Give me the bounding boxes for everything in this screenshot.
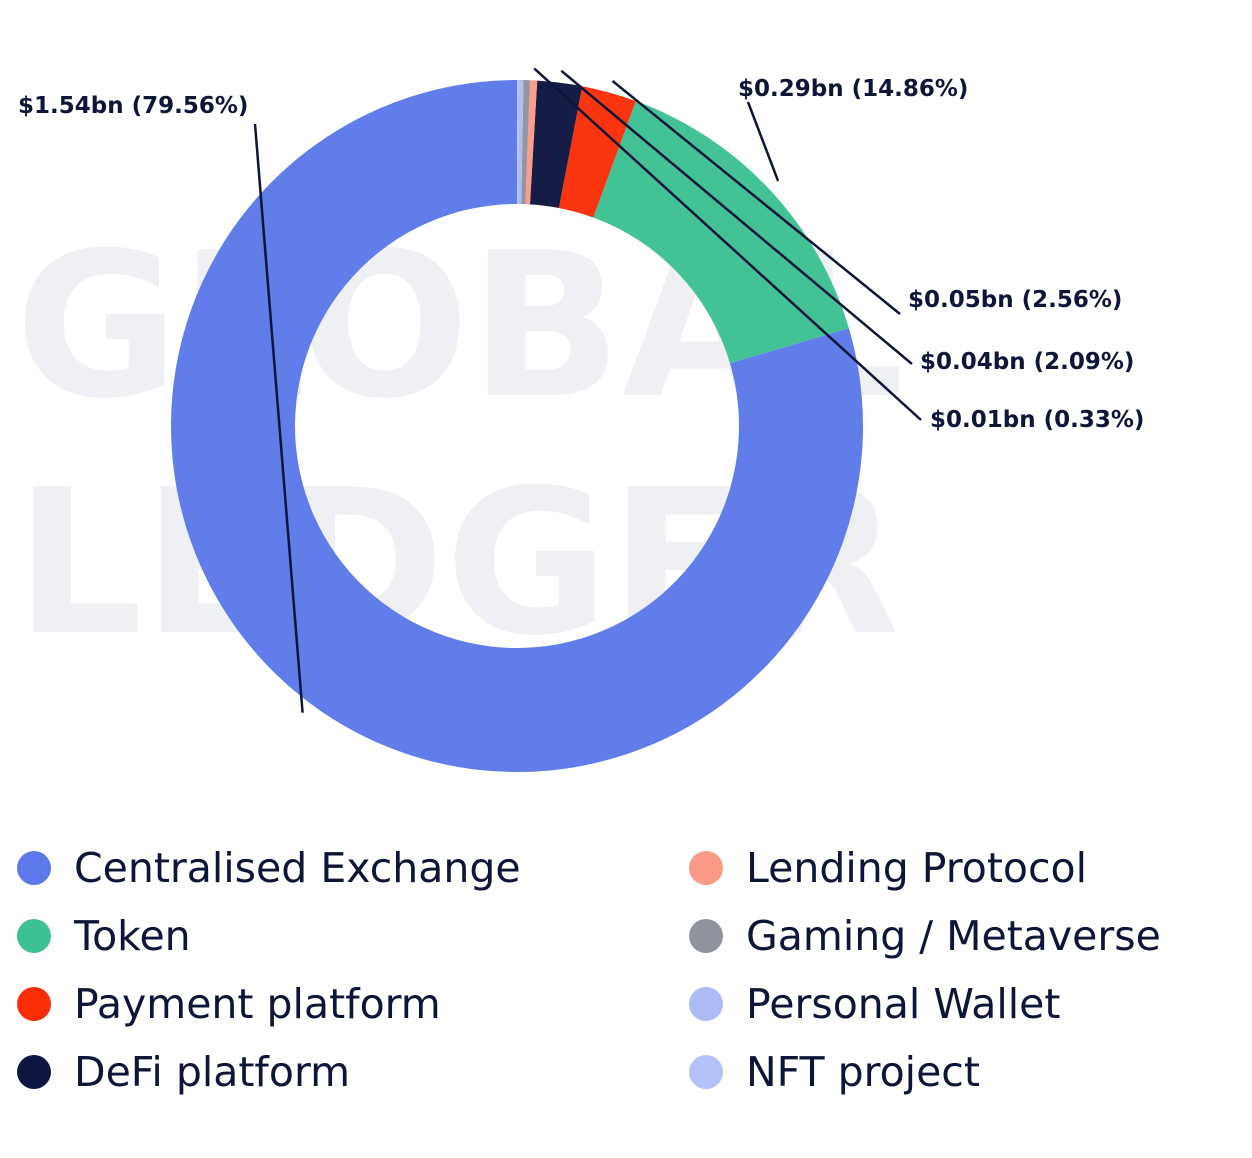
leader-line-centralised-exchange xyxy=(253,123,304,713)
legend-label: Gaming / Metaverse xyxy=(746,912,1161,960)
data-label-payment-platform: $0.05bn (2.56%) xyxy=(908,287,1122,313)
legend-swatch xyxy=(17,987,51,1021)
slice-centralised-exchange xyxy=(170,80,864,772)
legend-item-lending-protocol: Lending Protocol xyxy=(689,838,1087,898)
legend-label: DeFi platform xyxy=(74,1048,351,1096)
slice-payment-platform xyxy=(558,86,636,218)
legend-item-payment-platform: Payment platform xyxy=(17,974,441,1034)
legend-swatch xyxy=(689,987,723,1021)
slice-defi-platform xyxy=(529,80,583,208)
legend-item-centralised-exchange: Centralised Exchange xyxy=(17,838,521,898)
legend-swatch xyxy=(689,1055,723,1089)
legend-swatch xyxy=(17,1055,51,1089)
legend-label: NFT project xyxy=(746,1048,980,1096)
slice-personal-wallet xyxy=(518,80,524,205)
legend-item-nft-project: NFT project xyxy=(689,1042,980,1102)
legend-swatch xyxy=(689,851,723,885)
legend-item-defi-platform: DeFi platform xyxy=(17,1042,350,1102)
leader-line-lending-protocol xyxy=(533,67,922,421)
data-label-centralised-exchange: $1.54bn (79.56%) xyxy=(18,93,248,119)
data-label-defi-platform: $0.04bn (2.09%) xyxy=(920,349,1134,375)
legend-label: Centralised Exchange xyxy=(74,844,521,892)
legend-item-token: Token xyxy=(17,906,191,966)
donut-chart: GLOBAL LEDGER $1.54bn (79.56%)$0.29bn (1… xyxy=(15,67,1144,772)
legend-swatch xyxy=(689,919,723,953)
legend-swatch xyxy=(17,851,51,885)
legend: Centralised Exchange Token Payment platfor… xyxy=(0,838,1252,1118)
legend-label: Personal Wallet xyxy=(746,980,1061,1028)
legend-item-personal-wallet: Personal Wallet xyxy=(689,974,1060,1034)
legend-label: Lending Protocol xyxy=(746,844,1088,892)
slice-lending-protocol xyxy=(525,80,538,205)
data-label-lending-protocol: $0.01bn (0.33%) xyxy=(930,407,1144,433)
leader-line-defi-platform xyxy=(560,69,913,365)
legend-swatch xyxy=(17,919,51,953)
slice-gaming-metaverse xyxy=(521,80,531,205)
legend-item-gaming-metaverse: Gaming / Metaverse xyxy=(689,906,1161,966)
data-label-token: $0.29bn (14.86%) xyxy=(738,76,968,102)
slice-nft-project xyxy=(517,80,520,205)
leader-line-payment-platform xyxy=(611,80,901,315)
leader-line-token xyxy=(746,101,780,182)
legend-label: Payment platform xyxy=(74,980,441,1028)
legend-label: Token xyxy=(74,912,191,960)
